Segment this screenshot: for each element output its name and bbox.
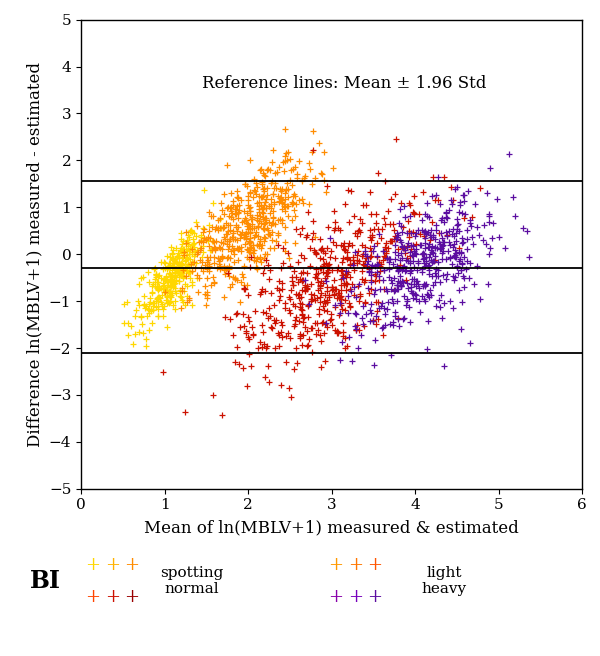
- Text: +: +: [124, 588, 139, 606]
- Text: +: +: [86, 588, 101, 606]
- Text: +: +: [367, 588, 382, 606]
- Text: BI: BI: [30, 569, 61, 592]
- Text: +: +: [329, 588, 344, 606]
- Text: light
heavy: light heavy: [421, 566, 467, 596]
- Text: +: +: [105, 556, 120, 575]
- Text: +: +: [124, 556, 139, 575]
- Text: Reference lines: Mean ± 1.96 Std: Reference lines: Mean ± 1.96 Std: [202, 75, 487, 91]
- Text: +: +: [348, 588, 363, 606]
- Text: +: +: [367, 556, 382, 575]
- Text: +: +: [105, 588, 120, 606]
- Text: +: +: [86, 556, 101, 575]
- X-axis label: Mean of ln(MBLV+1) measured & estimated: Mean of ln(MBLV+1) measured & estimated: [144, 520, 519, 537]
- Text: spotting
normal: spotting normal: [160, 566, 224, 596]
- Text: +: +: [348, 556, 363, 575]
- Text: +: +: [329, 556, 344, 575]
- Y-axis label: Difference ln(MBLV+1) measured - estimated: Difference ln(MBLV+1) measured - estimat…: [26, 62, 43, 447]
